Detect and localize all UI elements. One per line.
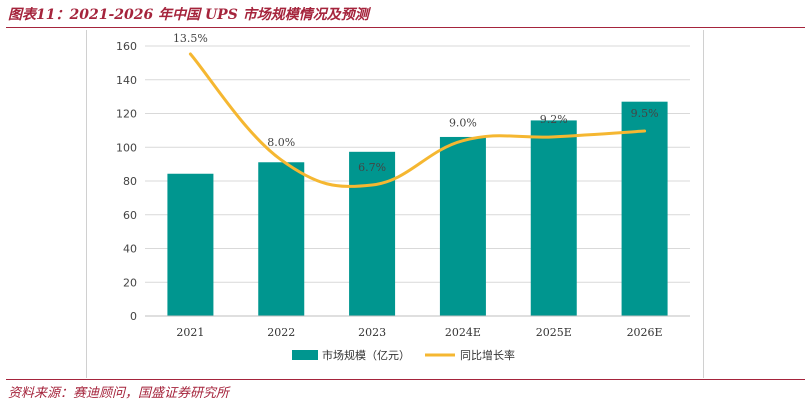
y-tick-label: 160 (116, 40, 137, 53)
y-tick-label: 60 (123, 209, 137, 222)
y-tick-label: 120 (116, 108, 137, 121)
y-tick-label: 100 (116, 141, 137, 154)
axes: 0 20 40 60 80 100 120 140 160 2021 2022 2023 2024E 20… (116, 40, 690, 339)
growth-data-label: 13.5% (173, 32, 208, 45)
legend-line-label: 同比增长率 (460, 348, 515, 362)
bar-series (167, 101, 668, 316)
bar (621, 101, 668, 316)
y-tick-label: 80 (123, 175, 137, 188)
bar (530, 120, 577, 316)
y-tick-label: 140 (116, 74, 137, 87)
bar (439, 136, 486, 316)
x-tick-label: 2025E (536, 326, 572, 339)
x-tick-label: 2026E (627, 326, 663, 339)
bar (349, 151, 396, 316)
figure-title: 图表11：2021-2026 年中国 UPS 市场规模情况及预测 (8, 7, 369, 23)
growth-data-label: 6.7% (358, 161, 386, 174)
grid-lines (145, 45, 690, 283)
growth-line-series (188, 52, 647, 188)
x-tick-label: 2022 (267, 326, 295, 339)
chart-svg: 13.5% 8.0% 6.7% 9.0% 9.2% 9.5% 0 20 40 60 80 100 12… (116, 32, 690, 362)
y-tick-label: 0 (130, 310, 137, 323)
legend-bar-label: 市场规模（亿元） (322, 348, 410, 362)
data-labels: 13.5% 8.0% 6.7% 9.0% 9.2% 9.5% (173, 32, 659, 174)
chart-frame (86, 30, 704, 378)
growth-data-label: 9.0% (449, 117, 477, 130)
growth-data-label: 9.2% (540, 113, 568, 126)
growth-data-label: 9.5% (631, 107, 659, 120)
title-rule (6, 27, 805, 28)
legend: 市场规模（亿元） 同比增长率 (292, 348, 515, 362)
x-tick-label: 2021 (176, 326, 204, 339)
bar (258, 162, 305, 316)
source-rule (6, 379, 805, 380)
legend-bar-swatch (292, 350, 318, 360)
y-tick-label: 40 (123, 243, 137, 256)
bar (167, 173, 214, 316)
growth-data-label: 8.0% (267, 136, 295, 149)
growth-line (188, 52, 647, 188)
figure-source: 资料来源：赛迪顾问，国盛证券研究所 (8, 386, 230, 401)
x-tick-label: 2023 (358, 326, 386, 339)
x-tick-label: 2024E (445, 326, 481, 339)
y-tick-label: 20 (123, 276, 137, 289)
